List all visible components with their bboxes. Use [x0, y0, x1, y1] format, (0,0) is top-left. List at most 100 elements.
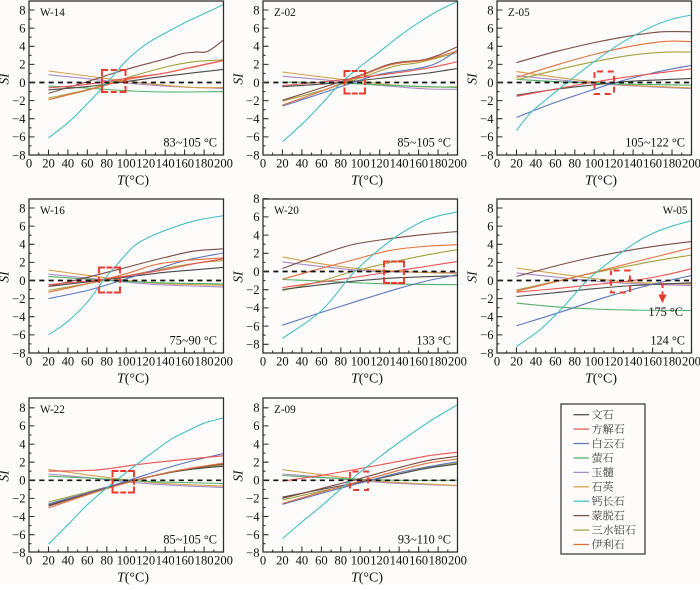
svg-text:W-22: W-22 [40, 404, 65, 416]
svg-text:6: 6 [253, 210, 259, 224]
svg-text:−8: −8 [12, 148, 25, 162]
svg-text:−2: −2 [12, 492, 25, 506]
svg-text:W-20: W-20 [274, 205, 299, 217]
svg-text:200: 200 [448, 157, 467, 171]
svg-text:20: 20 [276, 355, 289, 369]
svg-text:W-05: W-05 [663, 205, 688, 217]
svg-text:−6: −6 [246, 130, 259, 144]
svg-text:2: 2 [19, 256, 25, 270]
svg-text:−8: −8 [480, 346, 493, 360]
svg-text:140: 140 [624, 157, 643, 171]
svg-text:60: 60 [81, 554, 94, 568]
svg-text:60: 60 [81, 157, 94, 171]
svg-text:0: 0 [19, 274, 25, 288]
svg-text:0: 0 [253, 265, 259, 279]
svg-text:160: 160 [643, 157, 662, 171]
svg-text:4: 4 [253, 437, 260, 451]
svg-text:80: 80 [335, 355, 348, 369]
svg-text:85~105 °C: 85~105 °C [163, 533, 217, 547]
svg-text:8: 8 [19, 3, 25, 17]
svg-text:−6: −6 [246, 528, 259, 542]
svg-text:160: 160 [409, 355, 428, 369]
svg-text:0: 0 [19, 76, 25, 90]
svg-text:0: 0 [253, 474, 259, 488]
svg-text:T(°C): T(°C) [351, 372, 383, 387]
svg-text:−8: −8 [246, 338, 259, 352]
svg-text:20: 20 [276, 157, 289, 171]
svg-text:124 °C: 124 °C [650, 334, 685, 348]
svg-text:200: 200 [214, 554, 233, 568]
svg-text:−2: −2 [246, 283, 259, 297]
svg-text:−2: −2 [480, 94, 493, 108]
svg-text:20: 20 [42, 157, 55, 171]
svg-text:140: 140 [156, 554, 175, 568]
svg-text:60: 60 [315, 355, 328, 369]
svg-text:−8: −8 [246, 546, 259, 560]
svg-text:6: 6 [19, 419, 25, 433]
svg-text:4: 4 [19, 437, 26, 451]
svg-text:6: 6 [487, 21, 493, 35]
svg-text:120: 120 [370, 554, 389, 568]
svg-text:6: 6 [19, 219, 25, 233]
svg-text:2: 2 [487, 256, 493, 270]
svg-text:160: 160 [175, 355, 194, 369]
svg-text:140: 140 [624, 355, 643, 369]
svg-text:SI: SI [231, 270, 246, 283]
svg-text:−6: −6 [480, 130, 493, 144]
svg-text:140: 140 [156, 157, 175, 171]
svg-text:180: 180 [429, 554, 448, 568]
svg-text:6: 6 [253, 419, 259, 433]
svg-text:−8: −8 [12, 346, 25, 360]
svg-text:Z-05: Z-05 [508, 7, 530, 19]
svg-text:80: 80 [335, 554, 348, 568]
svg-text:−6: −6 [12, 528, 25, 542]
svg-text:T(°C): T(°C) [351, 571, 383, 586]
svg-text:75~90 °C: 75~90 °C [170, 334, 217, 348]
svg-text:4: 4 [253, 40, 260, 54]
svg-text:−4: −4 [12, 510, 26, 524]
svg-text:2: 2 [253, 456, 259, 470]
svg-text:SI: SI [465, 72, 480, 85]
svg-text:8: 8 [253, 3, 259, 17]
svg-text:120: 120 [370, 355, 389, 369]
svg-text:100: 100 [351, 157, 370, 171]
svg-text:40: 40 [296, 355, 309, 369]
svg-text:60: 60 [315, 157, 328, 171]
svg-text:−2: −2 [246, 94, 259, 108]
svg-text:4: 4 [253, 228, 260, 242]
svg-text:SI: SI [231, 469, 246, 482]
svg-text:120: 120 [604, 355, 623, 369]
svg-text:133 °C: 133 °C [416, 334, 451, 348]
svg-text:0: 0 [494, 157, 500, 171]
svg-text:160: 160 [175, 157, 194, 171]
svg-text:2: 2 [19, 456, 25, 470]
svg-text:6: 6 [19, 21, 25, 35]
svg-text:0: 0 [260, 355, 266, 369]
svg-text:180: 180 [663, 157, 682, 171]
svg-text:2: 2 [253, 58, 259, 72]
svg-text:120: 120 [604, 157, 623, 171]
svg-text:T(°C): T(°C) [351, 174, 383, 189]
svg-text:SI: SI [465, 270, 480, 283]
svg-text:0: 0 [26, 355, 32, 369]
svg-text:0: 0 [26, 554, 32, 568]
svg-text:120: 120 [136, 554, 155, 568]
svg-text:8: 8 [253, 401, 259, 415]
svg-text:6: 6 [487, 219, 493, 233]
svg-text:20: 20 [42, 355, 55, 369]
svg-text:200: 200 [448, 355, 467, 369]
svg-text:180: 180 [429, 157, 448, 171]
svg-text:−6: −6 [480, 328, 493, 342]
svg-text:−2: −2 [246, 492, 259, 506]
svg-text:−2: −2 [12, 94, 25, 108]
svg-text:−4: −4 [12, 112, 26, 126]
svg-text:W-14: W-14 [40, 7, 65, 19]
svg-text:100: 100 [351, 554, 370, 568]
svg-text:−4: −4 [12, 310, 26, 324]
svg-text:−4: −4 [480, 310, 494, 324]
svg-text:0: 0 [19, 474, 25, 488]
svg-text:40: 40 [296, 157, 309, 171]
svg-text:−6: −6 [246, 319, 259, 333]
svg-text:40: 40 [62, 355, 75, 369]
svg-text:160: 160 [409, 157, 428, 171]
